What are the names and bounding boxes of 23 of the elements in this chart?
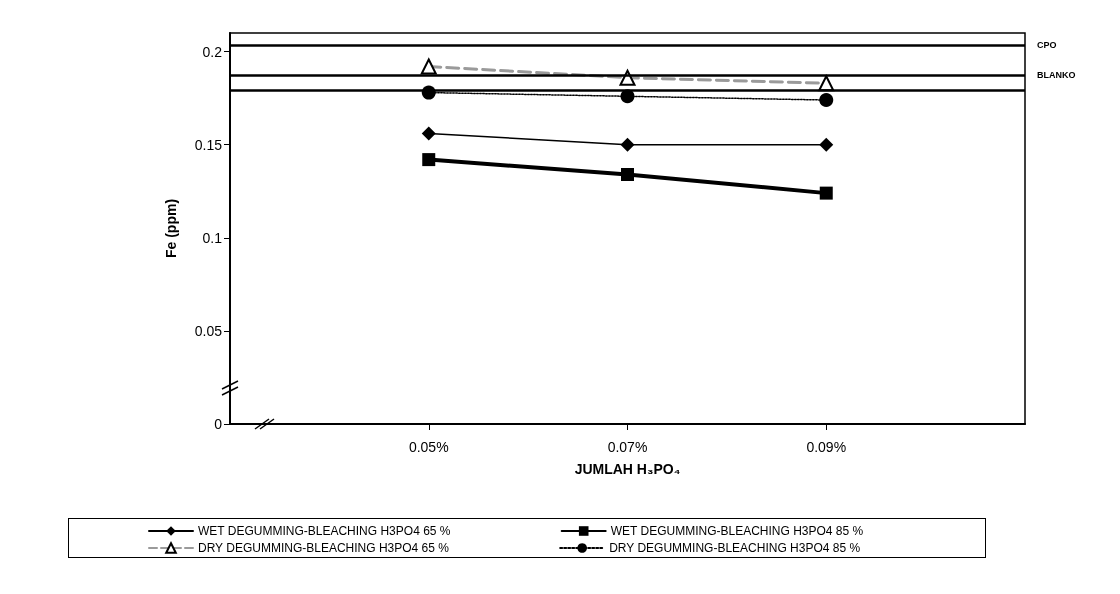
y-axis-title: Fe (ppm): [163, 198, 179, 259]
x-tick-label: 0.07%: [607, 439, 648, 455]
y-tick-label: 0.2: [202, 43, 223, 60]
legend-label: DRY DEGUMMING-BLEACHING H3PO4 85 %: [609, 541, 861, 555]
y-tick-label: 0.15: [194, 136, 223, 153]
x-tick-label: 0.09%: [806, 439, 847, 455]
legend-label: DRY DEGUMMING-BLEACHING H3PO4 65 %: [198, 541, 450, 555]
point: [819, 137, 834, 152]
y-tick-label: 0.1: [202, 229, 223, 246]
point: [421, 126, 436, 141]
legend-label: WET DEGUMMING-BLEACHING H3PO4 85 %: [610, 524, 864, 538]
y-tick-label: 0: [214, 416, 223, 432]
point: [819, 93, 834, 108]
y-tick-label: 0.05: [194, 322, 223, 339]
x-tick-label: 0.05%: [408, 439, 449, 455]
point: [620, 137, 635, 152]
ref-line-label: CPO: [1037, 40, 1057, 51]
ref-line-label: BLANKO: [1037, 69, 1076, 80]
x-axis-title: JUMLAH H₃PO₄: [574, 461, 681, 477]
point: [422, 153, 436, 167]
point: [819, 186, 833, 200]
legend-label: WET DEGUMMING-BLEACHING H3PO4 65 %: [198, 524, 451, 538]
point: [621, 168, 634, 181]
